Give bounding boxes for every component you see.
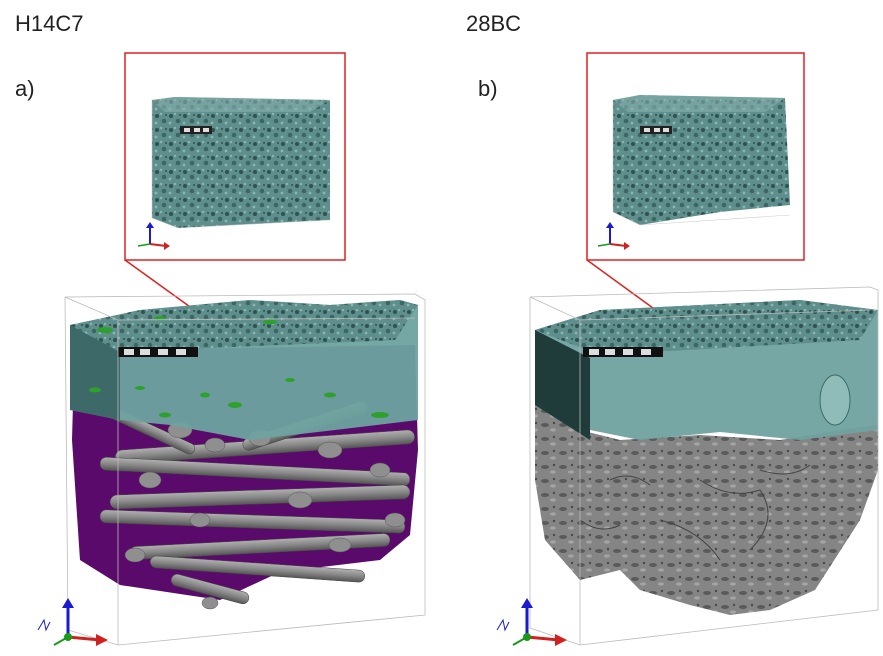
sample-title-left: H14C7 — [15, 11, 84, 36]
sample-title-right: 28BC — [466, 11, 522, 36]
main-axes-a — [37, 598, 108, 646]
panel-b — [496, 52, 879, 646]
panel-a — [37, 52, 426, 646]
panel-letter-a: a) — [15, 76, 35, 101]
main-cube-b — [529, 286, 879, 646]
inset-frame-a — [124, 52, 346, 261]
main-cube-a — [64, 293, 426, 646]
inset-frame-b — [586, 52, 805, 261]
panel-letter-b: b) — [478, 76, 498, 101]
inset-cube-b — [612, 95, 791, 226]
inset-axes-b — [597, 222, 630, 250]
inset-cube-a — [151, 97, 331, 229]
main-axes-b — [496, 598, 567, 646]
inset-axes-a — [137, 222, 170, 250]
